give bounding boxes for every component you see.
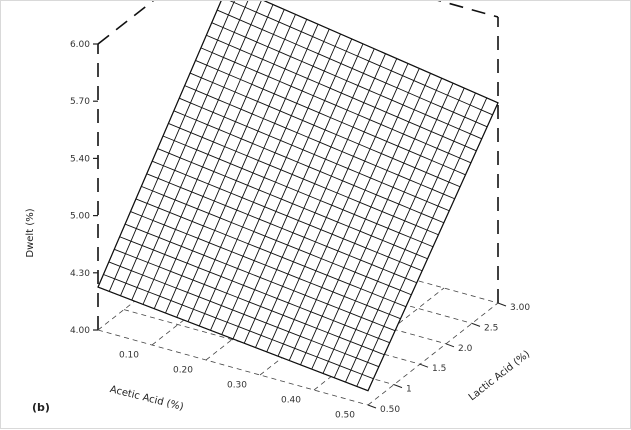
- y-tick-label: 1: [406, 385, 412, 395]
- y-tick-mark: [419, 363, 429, 368]
- x-tick-label: 0.10: [119, 351, 139, 361]
- y-tick-mark: [393, 384, 403, 389]
- y-axis-title: Lactic Acid (%): [467, 349, 532, 404]
- surface-mesh-line-y: [211, 22, 482, 140]
- x-axis-title: Acetic Acid (%): [109, 384, 185, 413]
- surface-mesh-line-x: [333, 87, 465, 378]
- y-tick-mark: [497, 302, 507, 307]
- box-edge-top-left: [97, 1, 155, 45]
- panel-label: (b): [32, 401, 50, 414]
- z-tick-label: 5.00: [70, 212, 90, 222]
- x-tick-label: 0.30: [227, 381, 247, 391]
- response-surface: [97, 1, 499, 392]
- box-edge-top-back: [437, 1, 499, 18]
- surface-mesh-line-x: [356, 97, 488, 387]
- floor-gridline-y: [97, 329, 369, 406]
- y-tick-label: 0.50: [380, 405, 400, 415]
- z-tick-label: 6.00: [70, 40, 90, 50]
- z-tick-label: 4.00: [70, 326, 90, 336]
- surface-mesh-line-y: [216, 9, 488, 128]
- x-tick-label: 0.50: [335, 411, 355, 421]
- y-tick-mark: [367, 404, 377, 409]
- z-axis: 4.00 4.30 5.00 5.40 5.70 6.00: [70, 40, 98, 336]
- z-tick-label: 5.40: [70, 154, 90, 164]
- surface-mesh-line-x: [345, 92, 476, 383]
- surface-mesh-line-y: [206, 34, 477, 152]
- z-axis-title: Dwelt (%): [25, 208, 36, 257]
- surface-mesh-line-y: [229, 1, 493, 116]
- y-tick-mark: [445, 343, 455, 348]
- z-tick-label: 4.30: [70, 269, 90, 279]
- y-tick-mark: [471, 322, 481, 327]
- x-tick-label: 0.40: [281, 396, 301, 406]
- z-tick-label: 5.70: [70, 97, 90, 107]
- y-tick-label: 2.0: [458, 344, 473, 354]
- floor-gridline-x: [367, 302, 499, 406]
- surface-mesh-line-y: [263, 1, 499, 104]
- y-tick-label: 2.5: [484, 323, 498, 333]
- floor-gridline-y: [123, 309, 395, 385]
- y-axis: 0.50 1 1.5 2.0 2.5 3.00: [367, 302, 530, 415]
- x-tick-label: 0.20: [173, 366, 193, 376]
- x-axis: 0.10 0.20 0.30 0.40 0.50: [119, 351, 355, 421]
- surface-mesh-line-x: [367, 102, 499, 391]
- y-tick-label: 1.5: [432, 364, 446, 374]
- y-tick-label: 3.00: [510, 303, 530, 313]
